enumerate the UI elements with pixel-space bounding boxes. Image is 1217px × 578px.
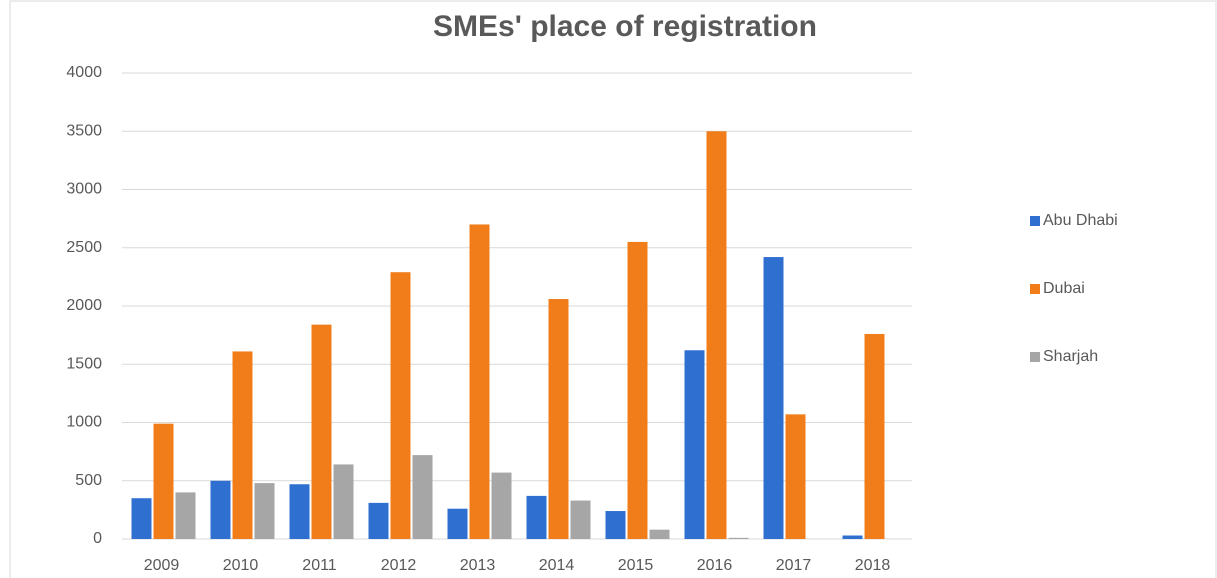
bar — [728, 537, 749, 539]
bar — [649, 529, 670, 539]
bar — [153, 423, 174, 539]
y-tick-label: 3500 — [66, 122, 102, 139]
legend-label: Sharjah — [1043, 348, 1098, 365]
x-tick-label: 2010 — [223, 557, 259, 574]
bar — [469, 224, 490, 539]
legend-label: Abu Dhabi — [1043, 212, 1118, 229]
x-tick-label: 2015 — [618, 557, 654, 574]
bar — [412, 455, 433, 539]
bar — [763, 257, 784, 539]
bar — [232, 351, 253, 539]
bar — [785, 414, 806, 539]
bar — [368, 502, 389, 539]
bar — [491, 472, 512, 539]
bar — [333, 464, 354, 539]
x-tick-label: 2016 — [697, 557, 733, 574]
y-tick-label: 2000 — [66, 297, 102, 314]
x-tick-label: 2018 — [855, 557, 891, 574]
bar — [570, 500, 591, 539]
bar — [447, 508, 468, 539]
y-tick-label: 3000 — [66, 181, 102, 198]
y-tick-label: 4000 — [66, 64, 102, 81]
chart-title: SMEs' place of registration — [433, 10, 817, 43]
y-tick-label: 0 — [93, 530, 102, 547]
legend-swatch — [1030, 352, 1040, 362]
bar — [289, 484, 310, 539]
x-tick-label: 2014 — [539, 557, 575, 574]
chart-border — [9, 0, 1217, 578]
legend-label: Dubai — [1043, 280, 1085, 297]
legend-swatch — [1030, 284, 1040, 294]
bar — [526, 495, 547, 539]
bar — [548, 299, 569, 539]
bar — [706, 131, 727, 539]
y-tick-label: 2500 — [66, 239, 102, 256]
bar — [254, 483, 275, 539]
bar — [311, 324, 332, 539]
y-tick-label: 1500 — [66, 355, 102, 372]
bar — [842, 535, 863, 539]
x-tick-label: 2012 — [381, 557, 417, 574]
y-tick-label: 500 — [75, 472, 102, 489]
bar — [390, 272, 411, 539]
y-tick-label: 1000 — [66, 414, 102, 431]
bar — [864, 333, 885, 539]
bar — [684, 350, 705, 539]
legend-swatch — [1030, 216, 1040, 226]
bar — [627, 241, 648, 540]
bar — [131, 498, 152, 539]
x-tick-label: 2011 — [302, 557, 337, 574]
bar — [605, 511, 626, 539]
x-tick-label: 2017 — [776, 557, 812, 574]
bar — [175, 492, 196, 539]
bar — [210, 480, 231, 539]
x-tick-label: 2013 — [460, 557, 496, 574]
x-tick-label: 2009 — [144, 557, 180, 574]
